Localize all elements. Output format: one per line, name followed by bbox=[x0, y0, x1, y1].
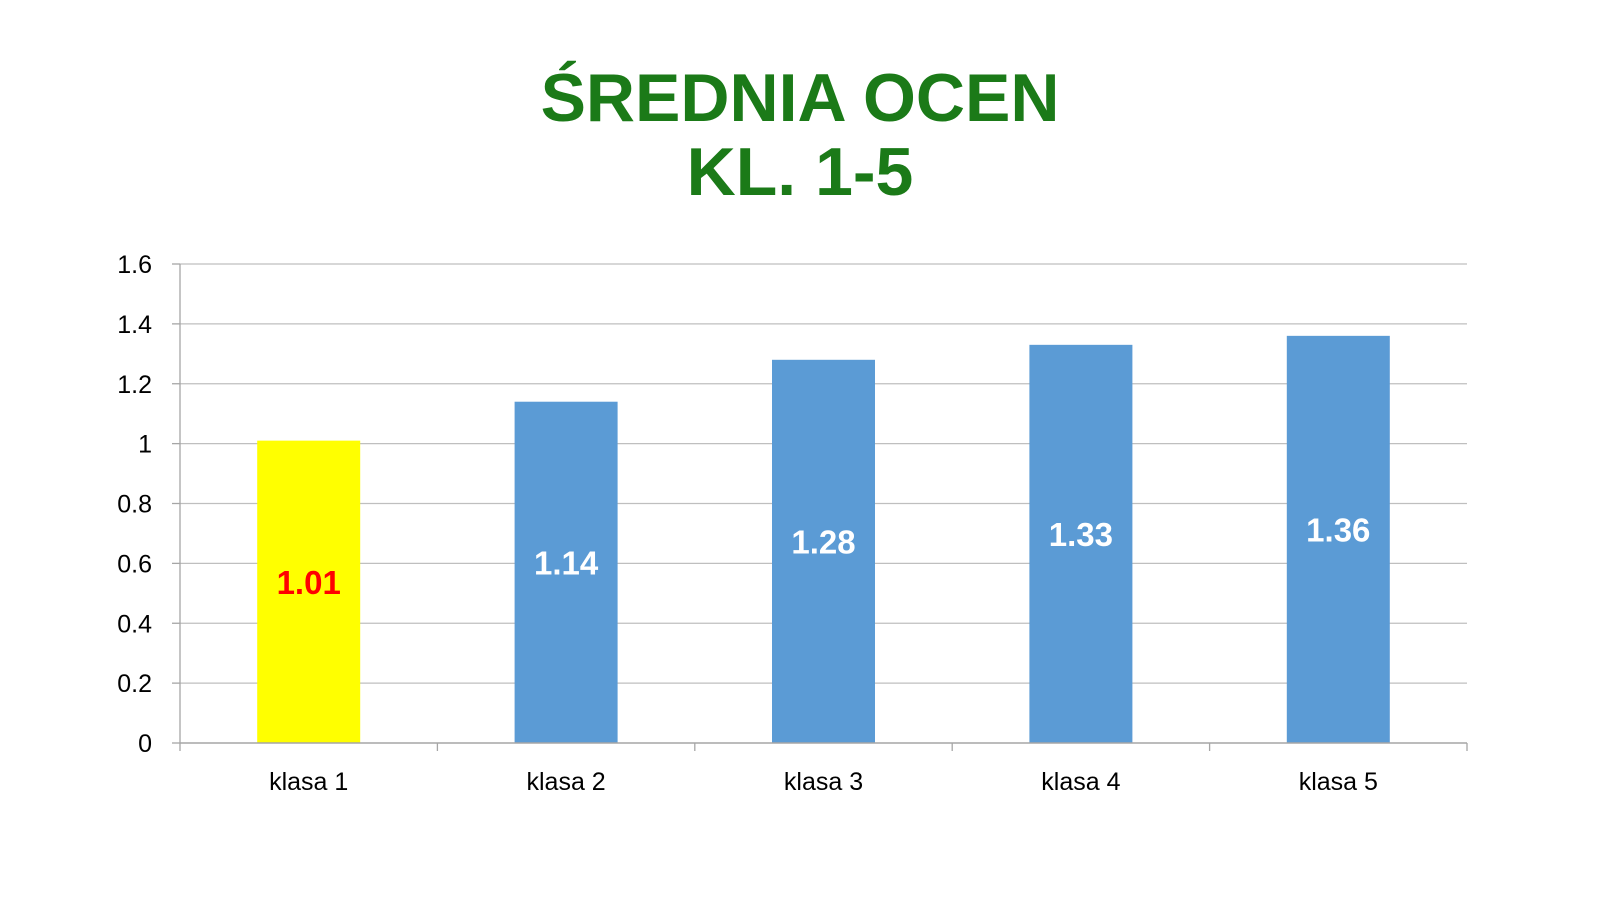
y-tick-label: 0.4 bbox=[117, 610, 152, 638]
x-category-label: klasa 2 bbox=[526, 768, 605, 796]
chart-subtitle: KL. 1-5 bbox=[686, 134, 914, 210]
data-label-4: 1.33 bbox=[1049, 516, 1113, 553]
data-label-2: 1.14 bbox=[534, 544, 599, 581]
bar-5 bbox=[1286, 335, 1390, 743]
data-labels: 1.01 1.14 1.28 1.33 1.36 bbox=[277, 511, 1371, 600]
bar-4 bbox=[1029, 344, 1133, 743]
x-category-label: klasa 5 bbox=[1299, 768, 1378, 796]
data-label-5: 1.36 bbox=[1306, 511, 1370, 548]
bars bbox=[257, 335, 1390, 743]
y-tick-label: 0.6 bbox=[117, 550, 152, 578]
y-tick-label: 0.8 bbox=[117, 491, 152, 519]
y-tick-label: 1.6 bbox=[117, 251, 152, 279]
y-tick-label: 0.2 bbox=[117, 670, 152, 698]
bar-3 bbox=[772, 359, 875, 743]
x-category-label: klasa 3 bbox=[784, 768, 863, 796]
y-tick-label: 1.4 bbox=[117, 311, 152, 339]
y-axis-ticks: 0 0.2 0.4 0.6 0.8 1 1.2 1.4 1.6 bbox=[117, 251, 180, 758]
y-tick-label: 1.2 bbox=[117, 371, 152, 399]
data-label-1: 1.01 bbox=[277, 564, 341, 601]
data-label-3: 1.28 bbox=[791, 523, 855, 560]
chart-title: ŚREDNIA OCEN bbox=[540, 60, 1060, 136]
x-category-label: klasa 1 bbox=[269, 768, 348, 796]
x-axis-labels: klasa 1 klasa 2 klasa 3 klasa 4 klasa 5 bbox=[269, 768, 1378, 796]
bar-1 bbox=[257, 440, 361, 743]
y-tick-label: 1 bbox=[138, 431, 152, 459]
axes bbox=[179, 264, 1468, 751]
y-tick-label: 0 bbox=[138, 730, 152, 758]
bar-2 bbox=[514, 401, 618, 743]
x-category-label: klasa 4 bbox=[1041, 768, 1120, 796]
